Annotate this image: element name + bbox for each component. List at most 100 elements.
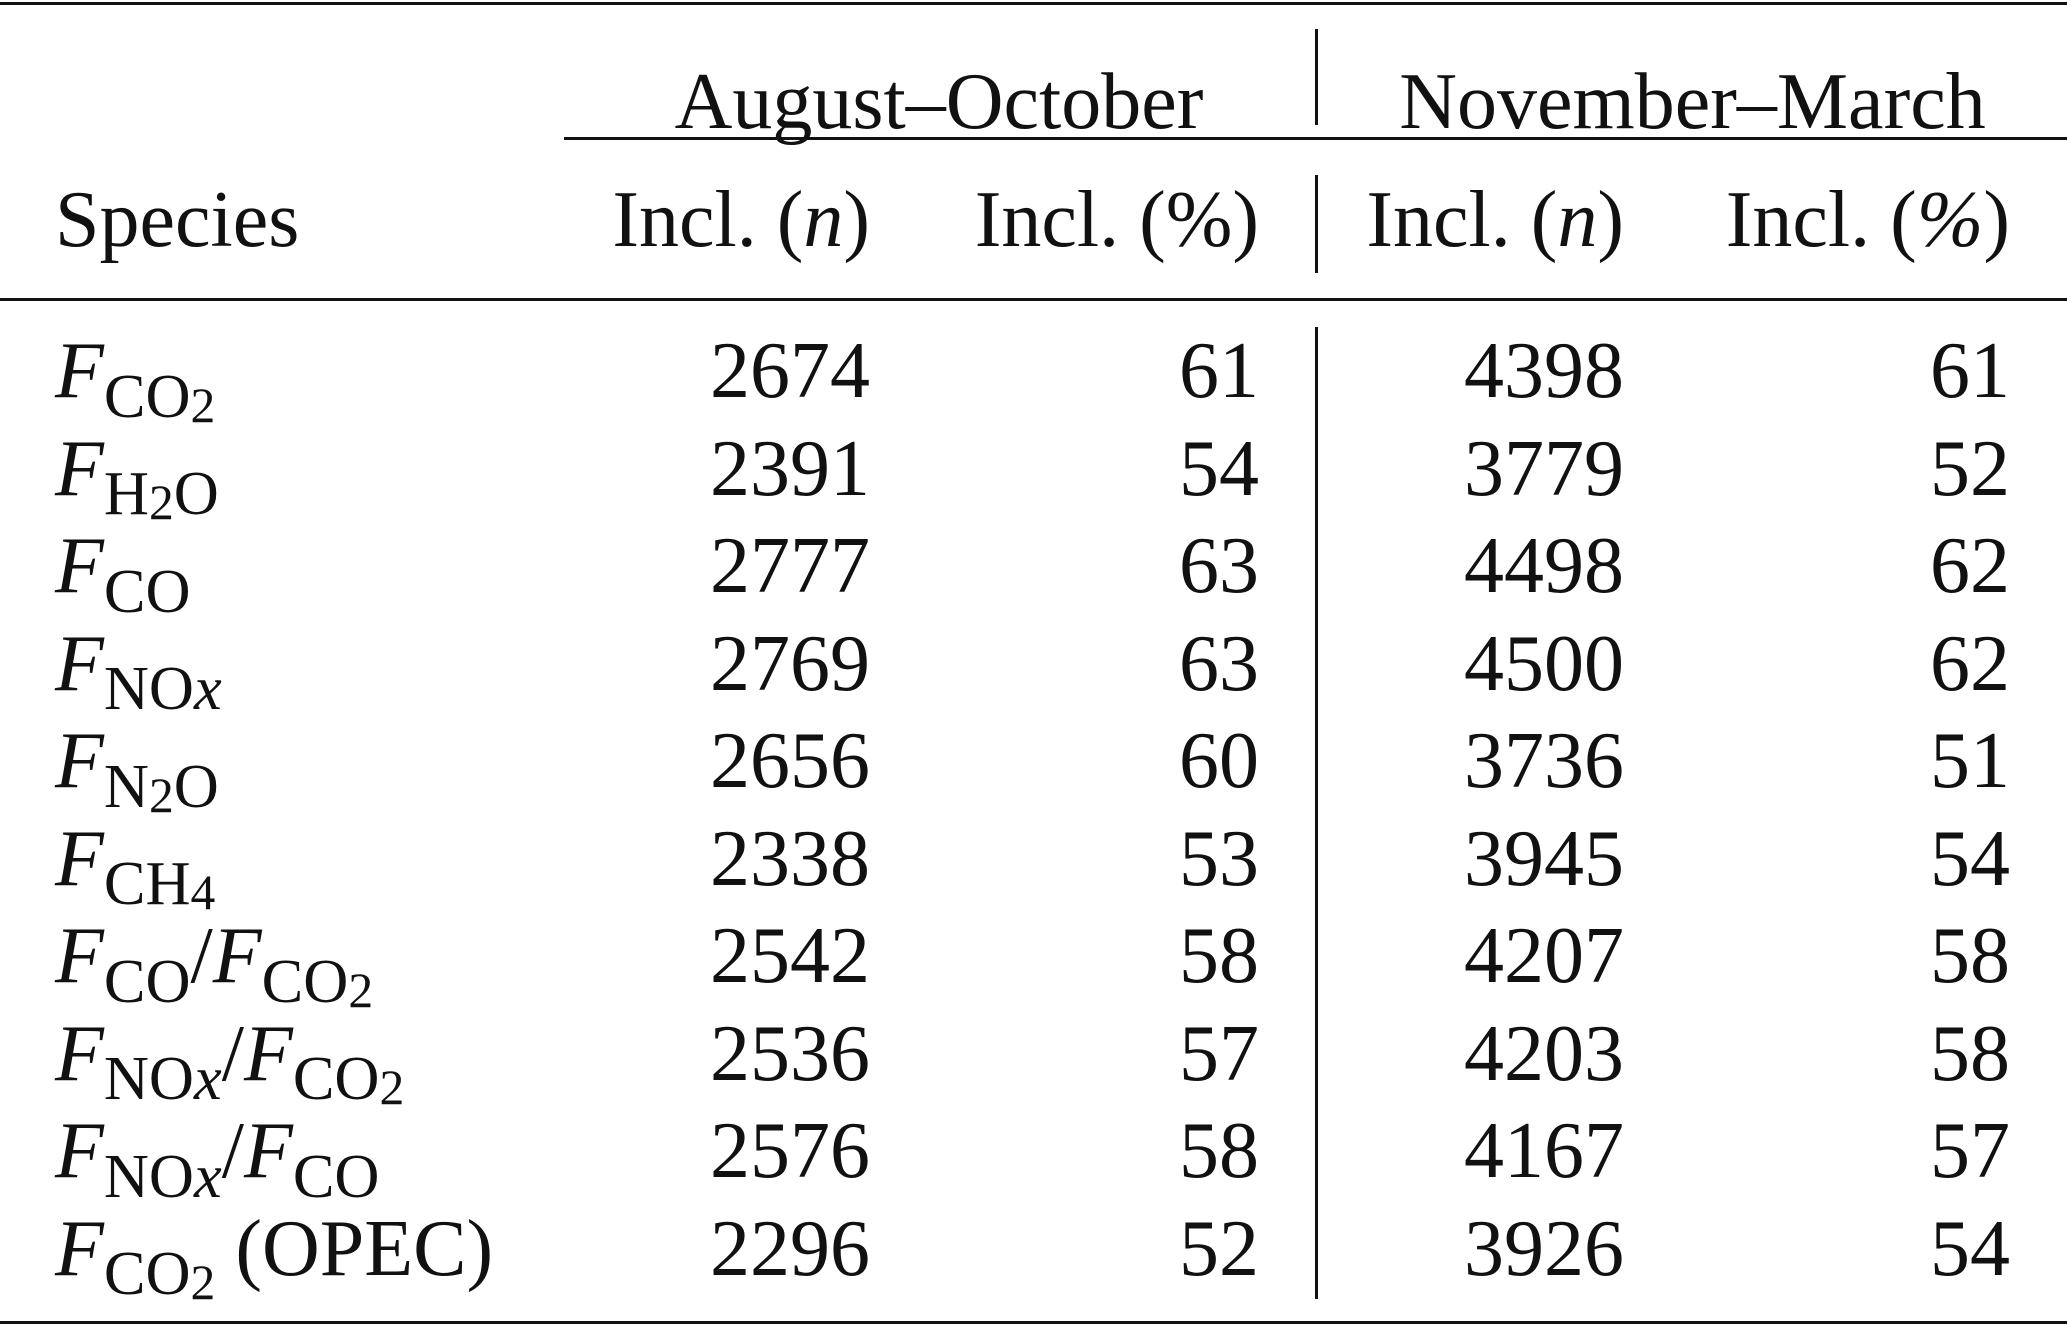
value-cell: 54 [1930, 1204, 2010, 1293]
table-row: FNOx/FCO 2576 58 4167 57 [0, 1111, 2067, 1209]
column-header-text: Incl. ( [1366, 176, 1558, 264]
species-part: 2 [190, 377, 216, 433]
bottom-rule [0, 1321, 2067, 1324]
column-divider [1315, 175, 1318, 273]
species-part: x [194, 654, 222, 724]
group-rule [564, 137, 2067, 140]
species-part: 2 [190, 1255, 216, 1311]
value-cell: 58 [1930, 1009, 2010, 1098]
species-part: O [173, 751, 219, 821]
column-header-text: ) [1983, 176, 2010, 264]
column-divider [1315, 327, 1318, 1299]
value-cell: 58 [1179, 1107, 1259, 1195]
species-cell: FNOx [55, 624, 222, 721]
value-cell: 61 [1179, 327, 1259, 415]
species-part: CO [103, 1239, 191, 1309]
species-part: F [212, 912, 262, 1000]
column-header: Incl. (%) [1726, 180, 2010, 260]
table-row: FCO2 2674 61 4398 61 [0, 327, 2067, 430]
value-cell: 2769 [710, 619, 870, 708]
value-cell: 58 [1930, 912, 2010, 1000]
species-part: (OPEC) [215, 1204, 494, 1293]
value-cell: 63 [1179, 522, 1259, 610]
value-cell: 4498 [1464, 522, 1624, 610]
value-cell: 4203 [1464, 1009, 1624, 1098]
table-row: FNOx 2769 63 4500 62 [0, 624, 2067, 722]
value-cell: 4500 [1464, 619, 1624, 708]
species-part: F [243, 1107, 293, 1195]
species-part: / [221, 1107, 244, 1195]
value-cell: 2391 [710, 424, 870, 513]
species-part: CH [103, 849, 191, 919]
value-cell: 54 [1930, 814, 2010, 903]
species-part: F [55, 912, 104, 1000]
value-cell: 2777 [710, 522, 870, 610]
value-cell: 4167 [1464, 1107, 1624, 1195]
species-part: 2 [379, 1060, 405, 1116]
group-header-nov-mar: November–March [1399, 58, 1986, 146]
species-part: CO [103, 556, 191, 626]
value-cell: 63 [1179, 619, 1259, 708]
species-part: 2 [348, 962, 374, 1018]
top-rule [0, 2, 2067, 5]
species-part: 2 [148, 767, 174, 823]
table-row: FNOx/FCO2 2536 57 4203 58 [0, 1009, 2067, 1113]
column-header-text: Incl. ( [612, 176, 804, 264]
species-part: F [55, 1009, 104, 1098]
value-cell: 2674 [710, 327, 870, 415]
species-cell: FN2O [55, 721, 219, 820]
species-part: F [55, 717, 104, 805]
table-row: FH2O 2391 54 3779 52 [0, 424, 2067, 528]
column-header-text: ) [1597, 176, 1624, 264]
species-cell: FH2O [55, 429, 219, 528]
value-cell: 2656 [710, 717, 870, 805]
value-cell: 2536 [710, 1009, 870, 1098]
species-cell: FNOx/FCO [55, 1111, 379, 1208]
value-cell: 2296 [710, 1204, 870, 1293]
species-part: F [243, 1009, 293, 1098]
species-part: CO [292, 1044, 380, 1114]
value-cell: 62 [1930, 619, 2010, 708]
column-header-symbol: n [1557, 176, 1598, 264]
value-cell: 57 [1179, 1009, 1259, 1098]
value-cell: 3779 [1464, 424, 1624, 513]
value-cell: 61 [1930, 327, 2010, 415]
value-cell: 2576 [710, 1107, 870, 1195]
value-cell: 53 [1179, 814, 1259, 903]
species-cell: FCO2 (OPEC) [55, 1209, 493, 1308]
value-cell: 3736 [1464, 717, 1624, 805]
column-header-symbol: n [803, 176, 844, 264]
value-cell: 3926 [1464, 1204, 1624, 1293]
species-part: F [55, 814, 104, 903]
species-cell: FCO/FCO2 [55, 916, 373, 1015]
column-header-aug-oct-percent: Incl. (%) [974, 176, 1259, 264]
value-cell: 58 [1179, 912, 1259, 1000]
species-part: NO [103, 1141, 194, 1211]
species-part: NO [103, 654, 194, 724]
value-cell: 4398 [1464, 327, 1624, 415]
table-row: FCH4 2338 53 3945 54 [0, 814, 2067, 921]
species-part: F [55, 327, 104, 415]
species-part: F [55, 619, 104, 708]
value-cell: 4207 [1464, 912, 1624, 1000]
value-cell: 52 [1179, 1204, 1259, 1293]
species-header: Species [55, 176, 300, 264]
table-row: FN2O 2656 60 3736 51 [0, 717, 2067, 820]
value-cell: 2542 [710, 912, 870, 1000]
species-part: F [55, 522, 104, 610]
column-header: Incl. (n) [1366, 180, 1624, 260]
species-part: NO [103, 1044, 194, 1114]
species-part: / [221, 1009, 244, 1098]
species-part: 4 [190, 865, 216, 921]
species-part: F [55, 1204, 104, 1293]
species-part: F [55, 1107, 104, 1195]
species-cell: FNOx/FCO2 [55, 1014, 404, 1113]
value-cell: 62 [1930, 522, 2010, 610]
column-header-symbol: % [1916, 176, 1984, 264]
group-header-aug-oct: August–October [674, 58, 1204, 146]
table-row: FCO 2777 63 4498 62 [0, 526, 2067, 624]
column-header: Incl. (n) [612, 180, 870, 260]
table-row: FCO/FCO2 2542 58 4207 58 [0, 912, 2067, 1015]
species-cell: FCO2 [55, 331, 215, 430]
species-part: CO [292, 1141, 380, 1211]
